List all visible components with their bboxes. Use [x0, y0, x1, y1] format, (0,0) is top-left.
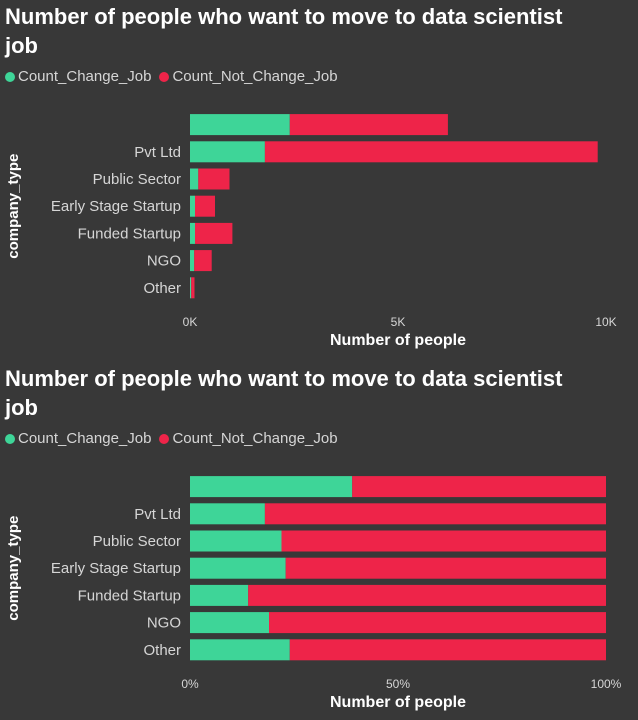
x-tick-label: 0%: [181, 677, 199, 691]
x-axis-label: Number of people: [330, 332, 466, 349]
legend-item-change[interactable]: Count_Change_Job: [5, 430, 151, 447]
bar-change[interactable]: [190, 639, 290, 661]
legend-swatch-change: [5, 71, 15, 82]
bar-chart-plot: Pvt Ltd Public Sector Early Stage Startup F…: [5, 476, 622, 711]
y-tick-label: Public Sector: [93, 171, 181, 188]
legend-swatch-not-change: [159, 71, 170, 82]
y-axis-label: company_type: [5, 154, 22, 259]
legend-label-not-change: Count_Not_Change_Job: [172, 68, 338, 85]
y-tick-label: NGO: [147, 253, 181, 270]
legend-item-change[interactable]: Count_Change_Job: [5, 68, 151, 85]
bar-not-change[interactable]: [195, 195, 215, 217]
y-tick-label: Early Stage Startup: [51, 198, 181, 215]
bar-not-change[interactable]: [352, 476, 606, 498]
x-tick-label: 100%: [591, 677, 622, 691]
y-tick-label: NGO: [147, 615, 181, 632]
bar-change[interactable]: [190, 503, 265, 525]
bar-change[interactable]: [190, 141, 265, 163]
legend-label-change: Count_Change_Job: [18, 430, 152, 447]
x-tick-label: 0K: [183, 315, 198, 329]
bar-change[interactable]: [190, 557, 286, 579]
legend-label-not-change: Count_Not_Change_Job: [172, 430, 338, 447]
y-tick-label: Pvt Ltd: [134, 506, 181, 523]
chart-legend: Count_Change_Job Count_Not_Change_Job: [5, 68, 346, 85]
y-axis-label: company_type: [5, 516, 22, 621]
legend-label-change: Count_Change_Job: [18, 68, 152, 85]
y-tick-label: Public Sector: [93, 533, 181, 550]
chart-legend: Count_Change_Job Count_Not_Change_Job: [5, 430, 346, 447]
bar-not-change[interactable]: [264, 503, 606, 525]
x-axis-label: Number of people: [330, 694, 466, 711]
bar-not-change[interactable]: [289, 639, 606, 661]
bar-not-change[interactable]: [269, 612, 606, 634]
bar-not-change[interactable]: [191, 277, 195, 299]
bar-change[interactable]: [190, 530, 282, 552]
percent-chart-panel: Number of people who want to move to dat…: [0, 362, 638, 720]
bar-change[interactable]: [190, 195, 195, 217]
bar-change[interactable]: [190, 250, 195, 272]
legend-item-not-change[interactable]: Count_Not_Change_Job: [159, 68, 338, 85]
y-tick-label: Other: [143, 280, 181, 297]
bar-change[interactable]: [190, 584, 249, 606]
bar-change[interactable]: [190, 277, 192, 299]
bar-not-change[interactable]: [281, 530, 607, 552]
bar-change[interactable]: [190, 476, 353, 498]
chart-title: Number of people who want to move to dat…: [5, 4, 563, 58]
x-tick-label: 50%: [386, 677, 410, 691]
y-tick-label: Early Stage Startup: [51, 560, 181, 577]
y-tick-label: Pvt Ltd: [134, 144, 181, 161]
bar-chart-plot: Pvt Ltd Public Sector Early Stage Startup F…: [5, 114, 617, 349]
bar-change[interactable]: [190, 168, 199, 190]
y-tick-label: Funded Startup: [78, 225, 181, 242]
legend-swatch-not-change: [159, 433, 170, 444]
bar-not-change[interactable]: [194, 250, 212, 272]
y-tick-label: Funded Startup: [78, 587, 181, 604]
legend-item-not-change[interactable]: Count_Not_Change_Job: [159, 430, 338, 447]
bar-not-change[interactable]: [285, 557, 606, 579]
legend-swatch-change: [5, 433, 15, 444]
bar-change[interactable]: [190, 114, 290, 136]
y-tick-label: Other: [143, 642, 181, 659]
bar-not-change[interactable]: [195, 222, 233, 244]
absolute-count-chart-panel: Number of people who want to move to dat…: [5, 4, 617, 349]
bar-change[interactable]: [190, 612, 269, 634]
bar-not-change[interactable]: [248, 584, 606, 606]
x-tick-label: 5K: [391, 315, 406, 329]
bar-not-change[interactable]: [289, 114, 448, 136]
x-tick-label: 10K: [595, 315, 616, 329]
bar-not-change[interactable]: [198, 168, 230, 190]
bar-not-change[interactable]: [264, 141, 598, 163]
chart-title: Number of people who want to move to dat…: [5, 366, 563, 420]
bar-change[interactable]: [190, 222, 195, 244]
